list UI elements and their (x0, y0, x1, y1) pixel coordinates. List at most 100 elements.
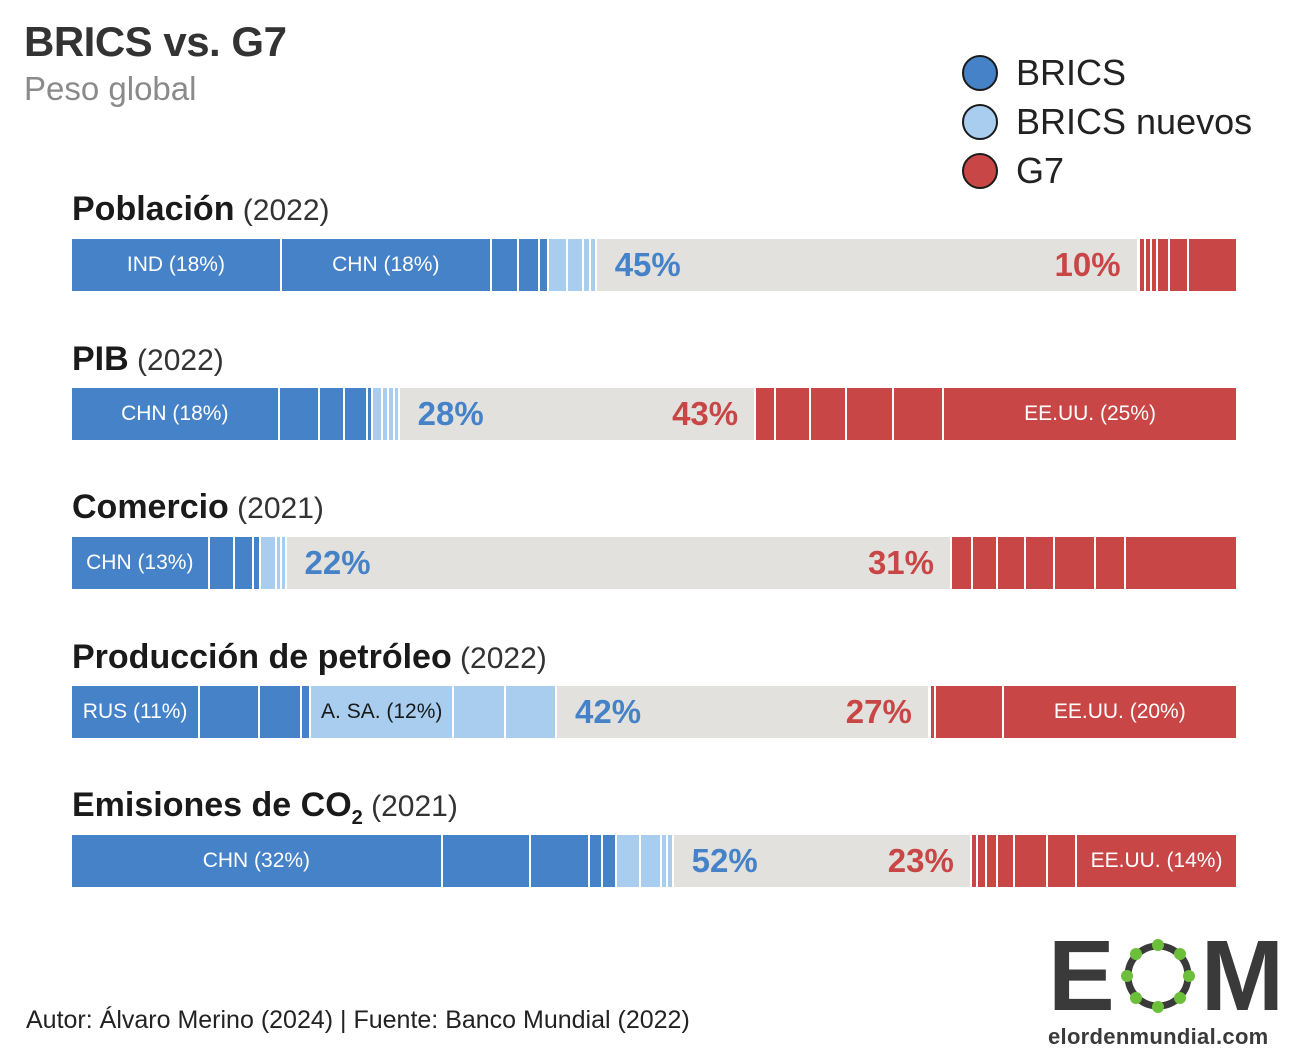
legend-item-brics: BRICS (962, 48, 1252, 97)
bar-segment-g7: EE.UU. (14%) (1077, 835, 1238, 887)
chart-subtitle: Peso global (24, 70, 197, 107)
bar-segment-brics: CHN (13%) (72, 537, 210, 589)
brics-total-label: 22% (304, 544, 371, 581)
row-label: Producción de petróleo (2022) (72, 638, 547, 677)
bar-segment-g7 (1054, 537, 1096, 589)
bar-segment-brics (235, 537, 254, 589)
bar-segment-nuevos (277, 537, 282, 589)
legend: BRICS BRICS nuevos G7 (962, 48, 1252, 195)
segment-label: IND (18%) (126, 253, 225, 276)
bar-segment-g7: EE.UU. (25%) (944, 388, 1238, 440)
row-label-name: Producción de petróleo (72, 638, 452, 676)
bar-segment-nuevos (372, 388, 384, 440)
segment-label: EE.UU. (14%) (1090, 849, 1223, 872)
bar-segment-g7 (1145, 239, 1152, 291)
bar-segment-nuevos (641, 835, 662, 887)
bar-segment-brics (531, 835, 590, 887)
bar-segment-brics (518, 239, 540, 291)
bar-segment-g7 (1189, 239, 1238, 291)
row-label-year: (2021) (362, 790, 458, 823)
segment-label: CHN (18%) (121, 402, 229, 425)
bar-segment-brics (259, 686, 302, 738)
logo-letter-e: E (1048, 920, 1115, 1032)
legend-item-brics-nuevos: BRICS nuevos (962, 97, 1252, 146)
g7-total-label: 23% (887, 842, 954, 879)
brics-total-label: 45% (614, 246, 681, 283)
bar-segment-nuevos (667, 835, 674, 887)
row-label: Comercio (2021) (72, 488, 324, 527)
bar-segment-nuevos (567, 239, 584, 291)
bar-segment-brics (589, 835, 603, 887)
row-label-year: (2022) (234, 194, 330, 227)
bar-segment-nuevos (281, 537, 287, 589)
bar-segment-g7 (894, 388, 945, 440)
bar-segment-brics (442, 835, 532, 887)
bar-segment-brics (602, 835, 617, 887)
bar-segment-brics: CHN (18%) (281, 239, 492, 291)
row-label: Población (2022) (72, 190, 330, 229)
bar-segment-brics (491, 239, 519, 291)
bar-segment-g7 (936, 686, 1004, 738)
row-label-year: (2022) (451, 642, 547, 675)
g7-total-label: 10% (1054, 246, 1121, 283)
brics-total-label: 28% (417, 395, 484, 432)
legend-item-g7: G7 (962, 146, 1252, 195)
bar-segment-nuevos (383, 388, 390, 440)
legend-swatch-g7 (962, 152, 998, 189)
bar-segment-g7 (1047, 835, 1078, 887)
bar-segment-g7 (977, 835, 988, 887)
row-label-subscript: 2 (351, 806, 363, 829)
bar-segment-g7: EE.UU. (20%) (1003, 686, 1238, 738)
bar-segment-nuevos (260, 537, 278, 589)
brics-total-label: 52% (691, 842, 758, 879)
bar-segment-brics (320, 388, 345, 440)
bar-segment-g7 (997, 835, 1016, 887)
logo-url: elordenmundial.com (1048, 1024, 1269, 1049)
row-label: PIB (2022) (72, 340, 224, 379)
bar-segment-brics: IND (18%) (72, 239, 282, 291)
bar-segment-g7 (754, 388, 777, 440)
g7-total-label: 27% (845, 693, 912, 730)
segment-label: EE.UU. (25%) (1024, 402, 1156, 425)
bar-segment-g7 (969, 835, 978, 887)
g7-total-label: 43% (672, 395, 739, 432)
bar-segment-g7 (1126, 537, 1238, 589)
bar-segment-g7 (997, 537, 1026, 589)
bar-segment-nuevos (583, 239, 591, 291)
row-label-year: (2022) (128, 344, 224, 377)
bar-segment-brics (279, 388, 321, 440)
bar-segment-brics (368, 388, 373, 440)
segment-label: CHN (32%) (202, 849, 311, 872)
bar-segment-brics: CHN (18%) (72, 388, 280, 440)
g7-total-label: 31% (867, 544, 934, 581)
bar-segment-brics (344, 388, 369, 440)
bar-track: CHN (13%) 22% 31% (72, 537, 1238, 589)
logo-mark: E M (1048, 920, 1288, 1032)
bar-segment-g7 (1025, 537, 1055, 589)
row-label: Emisiones de CO2 (2021) (72, 786, 458, 830)
logo-letter-m: M (1200, 920, 1285, 1032)
bar-segment-g7 (1015, 835, 1048, 887)
segment-label: EE.UU. (20%) (1053, 700, 1186, 723)
bar-segment-g7 (811, 388, 848, 440)
bar-segment-nuevos (590, 239, 597, 291)
bar-segment-brics: RUS (11%) (72, 686, 201, 738)
row-label-name: PIB (72, 340, 129, 378)
bar-segment-nuevos: A. SA. (12%) (311, 686, 455, 738)
bar-segment-g7 (1136, 239, 1141, 291)
bar-segment-g7 (927, 686, 932, 738)
bar-segment-brics (209, 537, 236, 589)
publisher-logo: E M elordenmundial.com (1048, 920, 1288, 1050)
bar-segment-g7 (1140, 239, 1146, 291)
bar-track: IND (18%) CHN (18%) 45% 10% (72, 239, 1238, 291)
brics-total-label: 42% (575, 693, 642, 730)
row-label-year: (2021) (228, 492, 324, 525)
legend-label-g7: G7 (1016, 149, 1065, 191)
row-label-name: Población (72, 190, 235, 228)
bar-segment-g7 (973, 537, 998, 589)
bar-segment-g7 (1170, 239, 1189, 291)
bar-segment-nuevos (661, 835, 668, 887)
bar-track: CHN (18%) EE.UU. (25%) 28% 43% (72, 388, 1238, 440)
legend-label-brics: BRICS (1016, 51, 1127, 93)
bar-segment-g7 (931, 686, 936, 738)
